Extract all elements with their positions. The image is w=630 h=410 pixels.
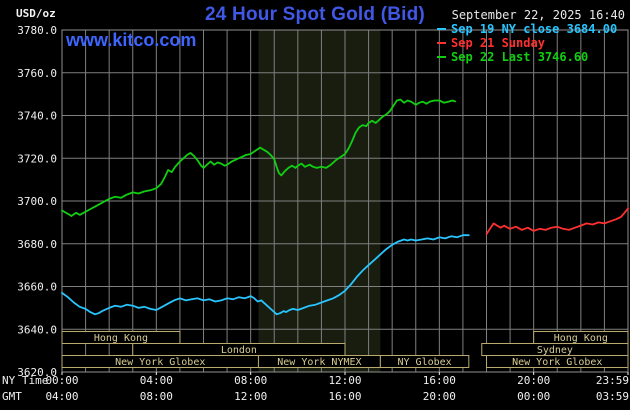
y-axis-label: 3680.0 bbox=[17, 238, 57, 251]
x-axis-label-ny: 04:00 bbox=[140, 374, 173, 387]
session-label: New York Globex bbox=[115, 357, 205, 368]
session-label: Hong Kong bbox=[554, 333, 608, 344]
y-axis-label: 3660.0 bbox=[17, 281, 57, 294]
session-label: London bbox=[221, 345, 257, 356]
x-axis-label-gmt: 03:59 bbox=[596, 390, 629, 403]
legend-item: Sep 22 Last 3746.60 bbox=[437, 50, 617, 64]
x-axis-label-gmt: 20:00 bbox=[423, 390, 456, 403]
x-axis-label-ny: 12:00 bbox=[328, 374, 361, 387]
legend-dash-icon bbox=[437, 28, 446, 30]
y-axis-label: 3620.0 bbox=[17, 366, 57, 379]
x-axis-label-ny: 16:00 bbox=[423, 374, 456, 387]
legend-dash-icon bbox=[437, 56, 446, 58]
session-label: New York NYMEX bbox=[277, 357, 361, 368]
x-axis-label-gmt: 04:00 bbox=[45, 390, 78, 403]
gmt-row-label: GMT bbox=[2, 390, 22, 403]
x-axis-label-ny: 20:00 bbox=[517, 374, 550, 387]
kitco-watermark-link[interactable]: www.kitco.com bbox=[66, 30, 197, 50]
series-sep21-sunday bbox=[485, 207, 629, 236]
unit-label: USD/oz bbox=[16, 7, 56, 20]
session-box bbox=[61, 331, 181, 344]
y-axis-label: 3780.0 bbox=[17, 24, 57, 37]
legend-label: Sep 22 Last 3746.60 bbox=[451, 50, 589, 64]
legend-dash-icon bbox=[437, 42, 446, 44]
x-axis-label-gmt: 00:00 bbox=[517, 390, 550, 403]
y-axis-label: 3740.0 bbox=[17, 110, 57, 123]
session-label: New York Globex bbox=[512, 357, 602, 368]
x-axis-label-gmt: 08:00 bbox=[140, 390, 173, 403]
x-axis-label-ny: 08:00 bbox=[234, 374, 267, 387]
legend-label: Sep 19 NY close 3684.00 bbox=[451, 22, 618, 36]
y-axis-label: 3720.0 bbox=[17, 152, 57, 165]
x-axis-label-ny: 23:59 bbox=[596, 374, 629, 387]
timestamp: September 22, 2025 16:40 bbox=[451, 8, 625, 22]
session-box bbox=[486, 355, 629, 368]
session-label: Hong Kong bbox=[94, 333, 148, 344]
x-axis-label-gmt: 12:00 bbox=[234, 390, 267, 403]
session-label: NY Globex bbox=[398, 357, 452, 368]
session-box bbox=[379, 355, 470, 368]
series-sep19-ny-close bbox=[61, 234, 470, 316]
series-sep22-last bbox=[61, 98, 457, 217]
chart-title: 24 Hour Spot Gold (Bid) bbox=[205, 4, 425, 25]
legend-label: Sep 21 Sunday bbox=[451, 36, 545, 50]
session-label: Sydney bbox=[537, 345, 573, 356]
legend-item: Sep 19 NY close 3684.00 bbox=[437, 22, 617, 36]
legend-item: Sep 21 Sunday bbox=[437, 36, 617, 50]
y-axis-label: 3700.0 bbox=[17, 195, 57, 208]
ny-time-row-label: NY Time bbox=[2, 374, 48, 387]
x-axis-label-ny: 00:00 bbox=[45, 374, 78, 387]
y-axis-label: 3760.0 bbox=[17, 67, 57, 80]
y-axis-label: 3640.0 bbox=[17, 323, 57, 336]
legend: Sep 19 NY close 3684.00 Sep 21 Sunday Sep … bbox=[437, 22, 617, 64]
x-axis-label-gmt: 16:00 bbox=[328, 390, 361, 403]
